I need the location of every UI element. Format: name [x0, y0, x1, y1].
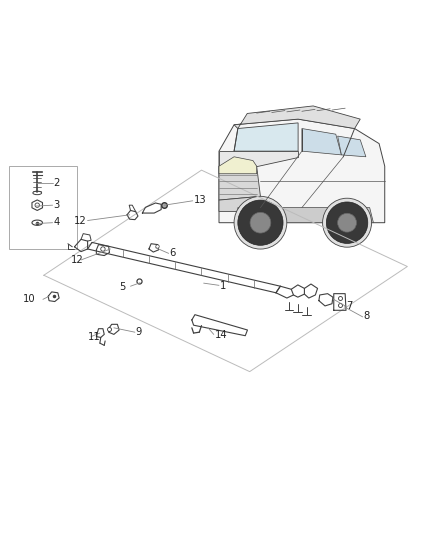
- Text: 1: 1: [220, 281, 226, 291]
- Text: 13: 13: [194, 195, 206, 205]
- Polygon shape: [219, 166, 261, 200]
- Polygon shape: [219, 157, 257, 174]
- Text: 14: 14: [215, 330, 227, 340]
- Text: 10: 10: [23, 294, 35, 304]
- Text: 5: 5: [119, 281, 126, 292]
- Polygon shape: [219, 151, 298, 166]
- Text: 3: 3: [53, 200, 60, 210]
- Text: 6: 6: [170, 248, 176, 259]
- Text: 11: 11: [88, 333, 100, 343]
- Polygon shape: [219, 119, 385, 223]
- Text: 2: 2: [53, 178, 60, 188]
- Polygon shape: [234, 106, 360, 128]
- Circle shape: [250, 212, 271, 233]
- Circle shape: [322, 198, 371, 247]
- Text: 9: 9: [136, 327, 142, 337]
- Polygon shape: [219, 196, 264, 212]
- Text: 4: 4: [53, 217, 60, 227]
- Text: 8: 8: [364, 311, 370, 321]
- Circle shape: [338, 213, 357, 232]
- Polygon shape: [234, 123, 298, 151]
- Circle shape: [238, 200, 283, 245]
- Text: 7: 7: [346, 301, 353, 311]
- Text: 12: 12: [74, 216, 86, 227]
- Circle shape: [234, 196, 287, 249]
- Text: 12: 12: [71, 255, 84, 265]
- Polygon shape: [238, 208, 374, 223]
- Polygon shape: [338, 136, 366, 157]
- Polygon shape: [302, 128, 342, 155]
- Circle shape: [326, 202, 368, 244]
